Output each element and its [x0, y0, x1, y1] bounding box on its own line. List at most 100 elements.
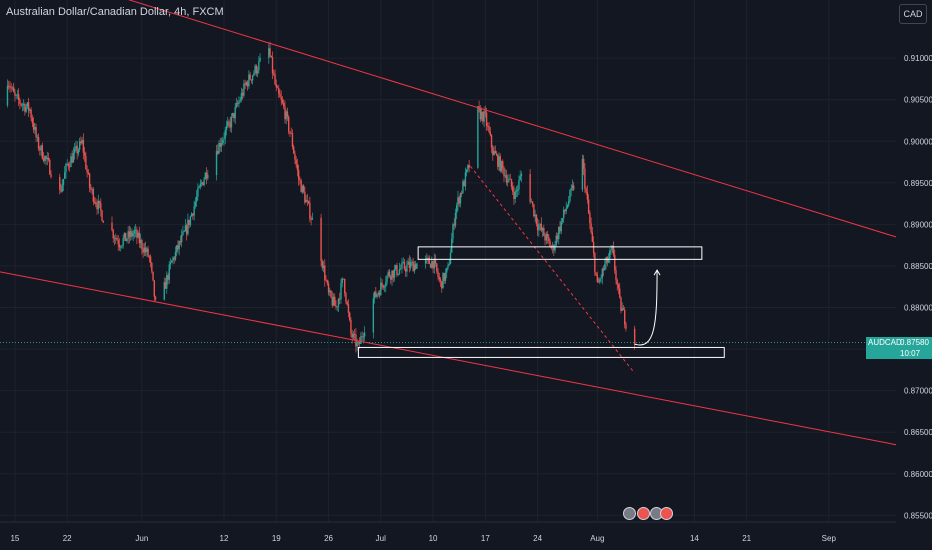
candle-body [249, 74, 251, 80]
candle-body [228, 121, 230, 123]
candle-body [329, 290, 331, 293]
time-tick-label: 14 [690, 534, 699, 543]
candle-body [332, 296, 335, 306]
candle-body [27, 102, 30, 111]
candle-body [352, 333, 355, 338]
candle-body [49, 159, 51, 175]
upper-channel-line[interactable] [60, 0, 897, 238]
candle-body [460, 193, 463, 194]
candle-body [291, 133, 294, 147]
candle-body [556, 235, 559, 240]
candle-body [484, 111, 487, 113]
candle-body [133, 230, 136, 234]
candle-body [345, 293, 347, 303]
candle-body [539, 223, 541, 226]
candle-body [20, 103, 22, 106]
candle-body [34, 127, 36, 130]
candle-body [507, 180, 509, 183]
news-icon[interactable] [660, 507, 673, 520]
candle-body [190, 213, 193, 217]
candle-body [385, 282, 387, 287]
candle-body [322, 265, 325, 269]
candle-body [35, 127, 37, 138]
candle-body [36, 137, 39, 138]
candle-body [124, 232, 127, 242]
candle-body [358, 342, 361, 344]
time-tick-label: 24 [533, 534, 542, 543]
price-tick-label: 0.87000 [904, 387, 932, 396]
candle-body [625, 324, 627, 329]
candle-body [342, 278, 345, 280]
candle-body [411, 261, 413, 263]
candle-body [586, 191, 589, 200]
candle-body [622, 308, 625, 310]
candle-body [621, 308, 623, 311]
candle-body [11, 87, 14, 89]
candle-body [176, 245, 178, 252]
candle-body [558, 226, 560, 240]
candle-body [361, 336, 363, 338]
candle-body [71, 156, 73, 163]
candle-body [136, 229, 138, 238]
candle-body [503, 167, 505, 177]
candle-body [111, 222, 113, 231]
candle-body [437, 271, 439, 278]
dividend-icon[interactable] [623, 507, 636, 520]
candle-body [188, 219, 190, 225]
candle-body [154, 296, 157, 300]
time-tick-label: Jun [135, 534, 148, 543]
candle-body [564, 209, 566, 212]
candle-body [619, 288, 621, 298]
candle-body [12, 87, 15, 93]
candle-body [444, 272, 447, 281]
lower-channel-line[interactable] [0, 271, 897, 446]
candle-body [406, 264, 408, 272]
candle-body [189, 216, 192, 225]
candle-body [391, 270, 393, 280]
projection-arrow[interactable] [634, 270, 658, 346]
candle-body [126, 238, 128, 242]
candle-body [543, 228, 545, 236]
candle-body [482, 111, 484, 122]
candle-body [433, 259, 436, 269]
chart-title: Australian Dollar/Canadian Dollar, 4h, F… [6, 6, 224, 18]
dashed-projection-line[interactable] [470, 165, 636, 374]
candle-body [182, 231, 184, 235]
candle-body [122, 238, 124, 246]
candle-body [67, 163, 70, 167]
candle-body [446, 267, 448, 273]
candle-body [510, 179, 513, 187]
candle-body [173, 257, 175, 260]
candle-body [413, 264, 416, 272]
candle-body [280, 97, 282, 100]
candle-body [601, 268, 604, 279]
candle-body [454, 212, 457, 226]
candle-body [596, 275, 599, 282]
last-price-tag: AUDCAD 0.87580 10:07 [866, 337, 932, 359]
candle-body [92, 189, 95, 202]
resistance-zone[interactable] [417, 246, 703, 260]
candle-body [393, 269, 396, 278]
candle-body [531, 201, 534, 205]
candle-body [274, 74, 276, 85]
candle-body [31, 118, 34, 124]
candle-body [432, 260, 434, 269]
earnings-icon[interactable] [637, 507, 650, 520]
candle-body [235, 103, 238, 108]
candle-body [96, 204, 98, 210]
candle-body [505, 175, 508, 183]
candle-body [339, 298, 341, 300]
candle-body [412, 261, 414, 272]
time-axis[interactable]: 15 22 Jun 12 19 26 Jul 10 17 24 Aug 14 21 Sep [10, 534, 836, 543]
candle-body [397, 273, 399, 275]
candle-body [326, 280, 328, 284]
candle-body [449, 252, 452, 264]
candle-body [483, 111, 485, 122]
candle-body [285, 111, 287, 120]
candle-body [42, 158, 45, 162]
candle-body [429, 263, 432, 268]
candle-body [381, 282, 383, 286]
currency-button[interactable]: CAD [899, 4, 927, 24]
support-zone[interactable] [357, 346, 725, 358]
